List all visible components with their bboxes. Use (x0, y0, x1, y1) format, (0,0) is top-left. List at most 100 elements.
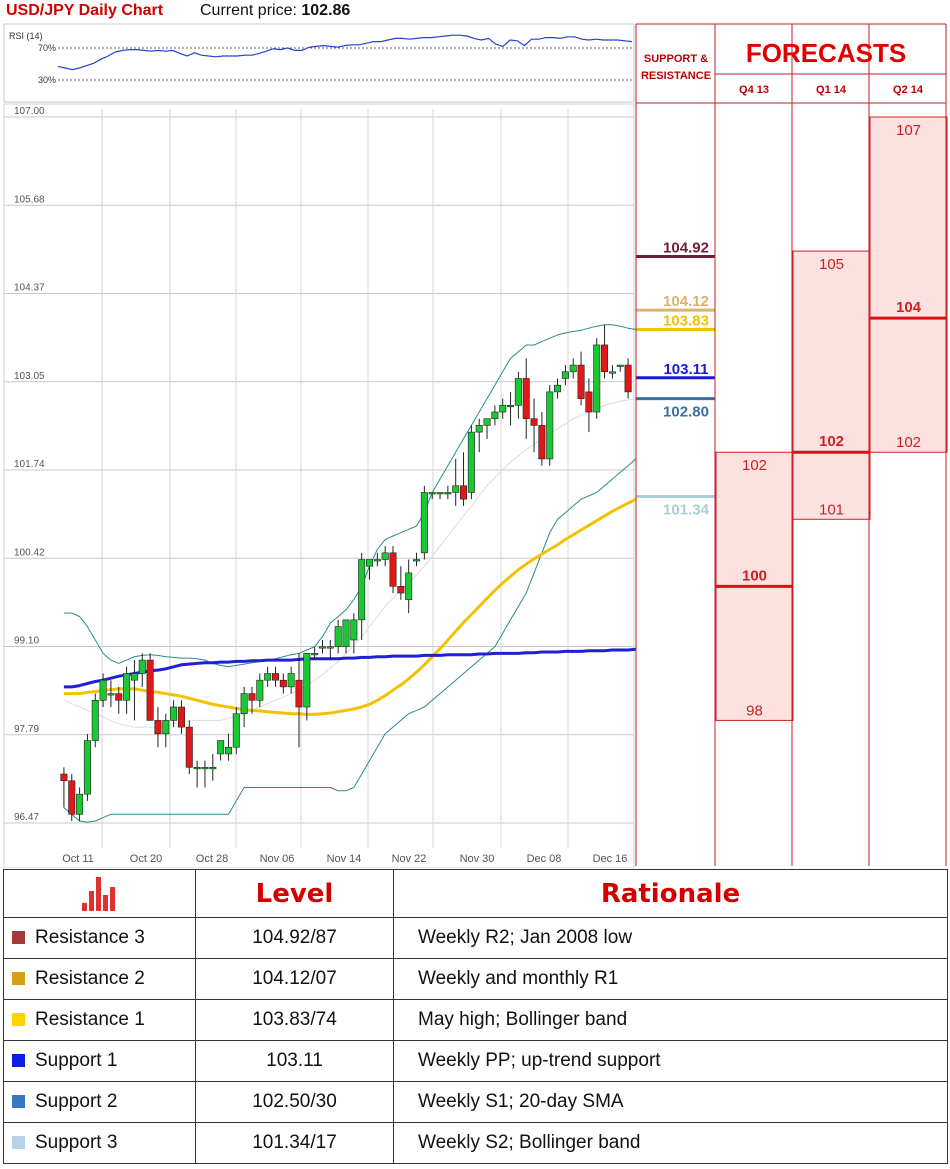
row-name-cell: Support 3 (3, 1122, 196, 1164)
current-price-label: Current price: (200, 2, 297, 19)
row-rationale: Weekly S1; 20-day SMA (393, 1081, 948, 1123)
candle-up (201, 767, 209, 770)
candle-up (287, 673, 295, 688)
x-tick-label: Oct 28 (196, 853, 228, 865)
candle-up (554, 384, 562, 393)
y-tick-label: 103.05 (14, 371, 45, 382)
y-tick-label: 97.79 (14, 724, 39, 735)
row-level: 103.11 (195, 1040, 394, 1082)
candle-down (60, 773, 68, 782)
forecast-low-label: 98 (746, 702, 763, 719)
candle-up (170, 706, 178, 721)
candle-down (530, 418, 538, 426)
candle-up (373, 559, 381, 562)
candle-down (146, 659, 154, 721)
candle-down (538, 425, 546, 460)
y-tick-label: 99.10 (14, 636, 39, 647)
rsi-70-label: 70% (38, 43, 56, 53)
sr-header-line1: SUPPORT & (644, 53, 708, 65)
candle-up (130, 673, 138, 681)
candle-up (491, 411, 499, 420)
candle-down (248, 693, 256, 701)
price-frame (3, 103, 635, 868)
candle-up (616, 364, 624, 367)
candle-up (514, 378, 522, 406)
row-rationale: Weekly R2; Jan 2008 low (393, 917, 948, 959)
candle-up (436, 492, 444, 495)
x-tick-label: Dec 16 (593, 853, 628, 865)
forecast-high-label: 107 (896, 122, 921, 139)
candle-up (107, 693, 115, 696)
bar-chart-icon (81, 876, 118, 911)
forecast-range-box (792, 250, 871, 520)
rsi-panel: RSI (14) 70% 30% (3, 23, 635, 103)
candle-up (217, 740, 225, 755)
sma-55-line (63, 497, 637, 716)
candle-up (209, 767, 217, 770)
candle-down (460, 485, 468, 500)
current-price-value: 102.86 (301, 2, 351, 19)
forecast-panel: 102 100 98 105 102 101 107 104 102 104.92 104.12 1… (635, 23, 948, 866)
forecast-range-box (869, 116, 948, 453)
row-level: 104.12/07 (195, 958, 394, 1000)
forecast-low-label: 101 (819, 501, 844, 518)
row-name-cell: Resistance 1 (3, 999, 196, 1041)
candle-up (334, 626, 342, 647)
forecast-mid-label: 104 (896, 299, 922, 316)
row-level: 101.34/17 (195, 1122, 394, 1164)
quarter-label-q4-13: Q4 13 (739, 84, 769, 96)
candle-up (475, 425, 483, 433)
candle-up (483, 418, 491, 426)
candle-up (91, 700, 99, 741)
rationale-header: Rationale (393, 869, 948, 918)
sr-label: 104.92 (663, 239, 709, 256)
candle-up (256, 679, 264, 701)
forecast-high-label: 105 (819, 256, 844, 273)
candle-up (342, 619, 350, 647)
candle-down (577, 364, 585, 399)
row-name-cell: Support 1 (3, 1040, 196, 1082)
sr-label: 101.34 (663, 501, 710, 518)
x-tick-label: Dec 08 (527, 853, 562, 865)
sr-label: 103.83 (663, 313, 709, 330)
candle-down (279, 679, 287, 688)
candle-up (499, 405, 507, 413)
level-header: Level (195, 869, 394, 918)
candle-up (608, 371, 616, 374)
row-level: 103.83/74 (195, 999, 394, 1041)
candle-down (295, 679, 303, 708)
candle-up (366, 559, 374, 567)
usdjpy-chart: RSI (14) 70% 30% 107.00 105.68 104.37 103.0… (3, 23, 948, 868)
candle-up (99, 679, 107, 701)
candle-up (381, 552, 389, 560)
sr-label: 103.11 (663, 361, 708, 378)
candle-up (138, 659, 146, 674)
candle-up (428, 492, 436, 495)
candle-up (561, 371, 569, 379)
row-level: 104.92/87 (195, 917, 394, 959)
table-row: Resistance 2 104.12/07 Weekly and monthl… (3, 958, 948, 1000)
candle-up (405, 572, 413, 601)
price-panel: 107.00 105.68 104.37 103.05 101.74 100.42 99.1… (3, 103, 637, 868)
table-row: Support 2 102.50/30 Weekly S1; 20-day SM… (3, 1081, 948, 1123)
candle-down (177, 706, 185, 728)
candle-up (193, 767, 201, 770)
candle-up (240, 693, 248, 715)
candle-down (601, 344, 609, 373)
candle-up (358, 559, 366, 621)
candle-up (350, 619, 358, 641)
row-rationale: Weekly and monthly R1 (393, 958, 948, 1000)
candle-up (546, 391, 554, 460)
candle-up (452, 485, 460, 493)
candle-up (413, 559, 421, 562)
row-rationale: Weekly S2; Bollinger band (393, 1122, 948, 1164)
candle-down (624, 364, 632, 393)
table-row: Support 1 103.11 Weekly PP; up-trend sup… (3, 1040, 948, 1082)
candle-down (522, 378, 530, 420)
candle-down (397, 586, 405, 594)
current-price: Current price: 102.86 (200, 2, 350, 20)
table-row: Resistance 3 104.92/87 Weekly R2; Jan 20… (3, 917, 948, 959)
bollinger-upper-line (63, 324, 636, 668)
candle-down (68, 780, 76, 815)
rsi-frame (3, 23, 635, 103)
